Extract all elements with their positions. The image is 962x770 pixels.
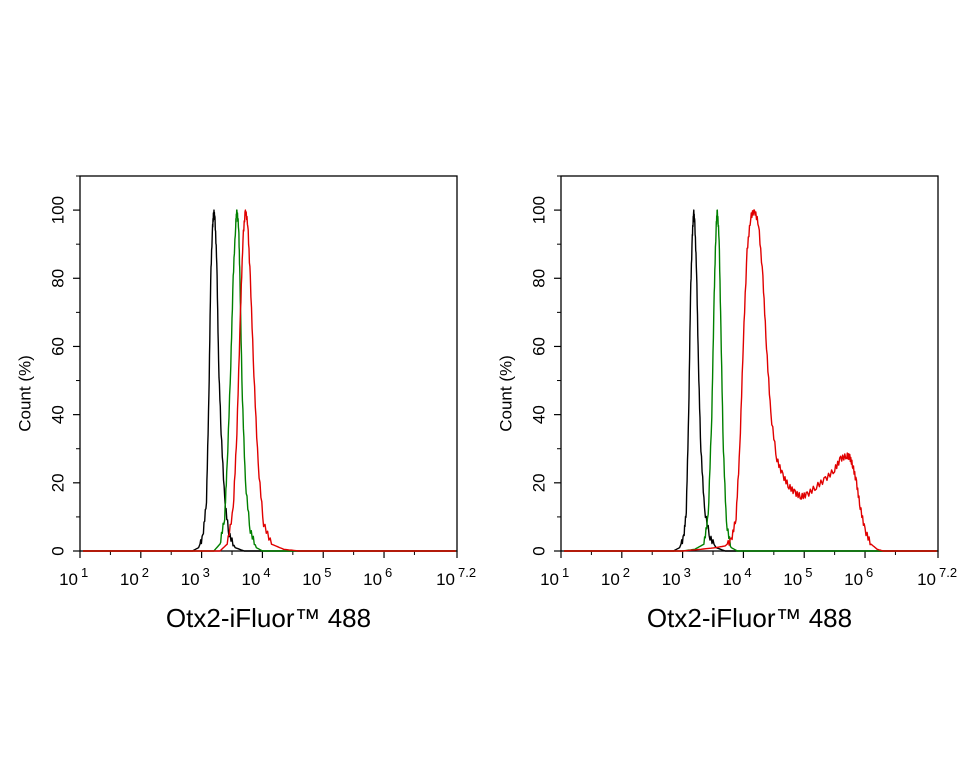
- x-tick-base: 10: [363, 570, 382, 589]
- x-tick-label: 10: [363, 570, 382, 589]
- y-tick-label: 80: [530, 269, 549, 288]
- series-line-red: [564, 209, 937, 552]
- x-tick-exponent: 5: [324, 565, 331, 580]
- x-tick-label: 10: [436, 570, 455, 589]
- x-tick-label: 10: [302, 570, 321, 589]
- series-line-red: [83, 209, 456, 552]
- x-tick-label: 10: [120, 570, 139, 589]
- y-tick-label: 60: [49, 337, 68, 356]
- x-tick-base: 10: [302, 570, 321, 589]
- y-tick-label: 80: [49, 269, 68, 288]
- x-tick-base: 10: [181, 570, 200, 589]
- x-tick-exponent: 3: [203, 565, 210, 580]
- x-axis-title: Otx2-iFluor™ 488: [647, 603, 852, 633]
- x-tick-base: 10: [722, 570, 741, 589]
- x-tick-base: 10: [662, 570, 681, 589]
- y-tick-label: 60: [530, 337, 549, 356]
- x-tick-base: 10: [120, 570, 139, 589]
- x-tick-label: 10: [59, 570, 78, 589]
- y-tick-label: 100: [49, 196, 68, 224]
- series-line-green: [83, 209, 456, 552]
- x-tick-label: 10: [722, 570, 741, 589]
- x-tick-exponent: 1: [562, 565, 569, 580]
- x-tick-base: 10: [540, 570, 559, 589]
- x-tick-exponent: 6: [866, 565, 873, 580]
- x-tick-exponent: 3: [684, 565, 691, 580]
- y-tick-label: 0: [49, 546, 68, 555]
- y-axis-title: Count (%): [497, 355, 516, 432]
- plot-frame: [79, 175, 458, 552]
- x-tick-label: 10: [540, 570, 559, 589]
- x-tick-exponent: 1: [81, 565, 88, 580]
- x-tick-label: 10: [783, 570, 802, 589]
- x-tick-label: 10: [241, 570, 260, 589]
- x-tick-exponent: 5: [805, 565, 812, 580]
- y-tick-label: 100: [530, 196, 549, 224]
- x-tick-exponent: 6: [385, 565, 392, 580]
- x-axis-title: Otx2-iFluor™ 488: [166, 603, 371, 633]
- y-axis-title: Count (%): [16, 355, 35, 432]
- x-tick-base: 10: [436, 570, 455, 589]
- x-tick-exponent: 4: [263, 565, 270, 580]
- x-tick-label: 10: [662, 570, 681, 589]
- x-tick-exponent: 7.2: [458, 565, 476, 580]
- x-tick-exponent: 7.2: [939, 565, 957, 580]
- x-tick-base: 10: [59, 570, 78, 589]
- series-line-black: [83, 209, 456, 552]
- x-tick-base: 10: [783, 570, 802, 589]
- x-tick-label: 10: [601, 570, 620, 589]
- series-line-black: [564, 209, 937, 552]
- x-tick-exponent: 4: [744, 565, 751, 580]
- y-tick-label: 40: [49, 405, 68, 424]
- x-tick-base: 10: [917, 570, 936, 589]
- x-tick-label: 10: [844, 570, 863, 589]
- series-line-green: [564, 209, 937, 552]
- x-tick-base: 10: [601, 570, 620, 589]
- x-tick-label: 10: [917, 570, 936, 589]
- x-tick-label: 10: [181, 570, 200, 589]
- x-tick-exponent: 2: [142, 565, 149, 580]
- x-tick-exponent: 2: [623, 565, 630, 580]
- y-tick-label: 20: [530, 473, 549, 492]
- y-tick-label: 40: [530, 405, 549, 424]
- x-tick-base: 10: [241, 570, 260, 589]
- x-tick-base: 10: [844, 570, 863, 589]
- y-tick-label: 20: [49, 473, 68, 492]
- y-tick-label: 0: [530, 546, 549, 555]
